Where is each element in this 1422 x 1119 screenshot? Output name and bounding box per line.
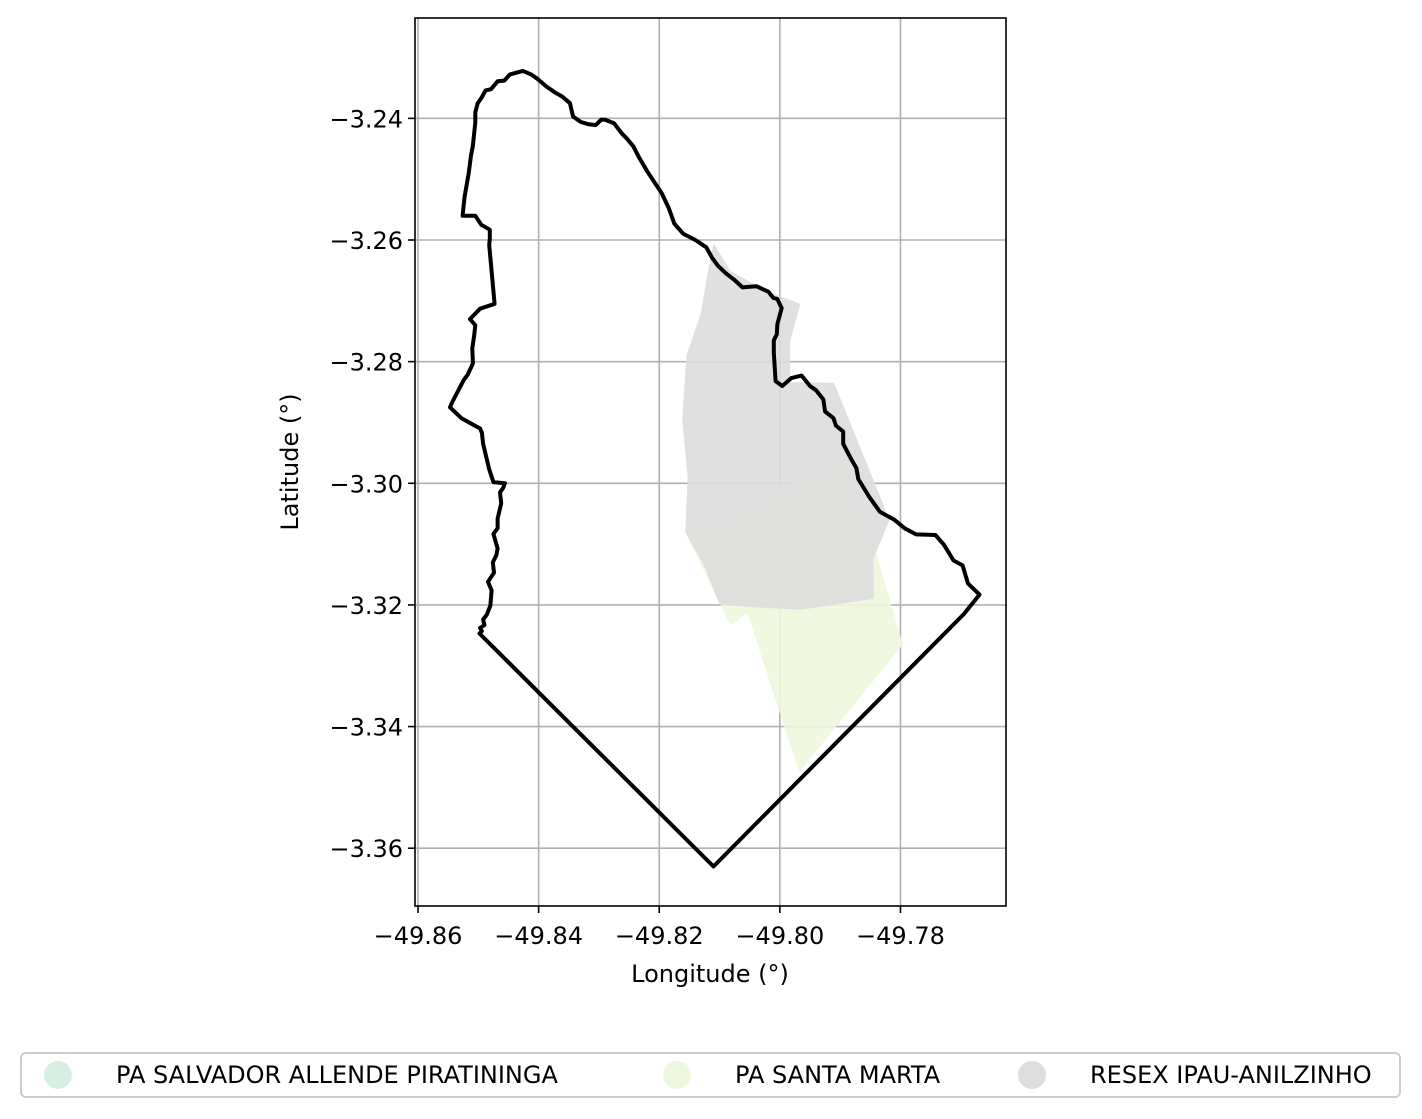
y-tick-label: −3.36	[329, 835, 403, 863]
y-tick-label: −3.26	[329, 227, 403, 255]
legend: PA SALVADOR ALLENDE PIRATININGA PA SANTA…	[20, 1052, 1401, 1098]
x-tick-label: −49.78	[856, 922, 945, 950]
legend-marker	[44, 1061, 72, 1089]
y-tick-label: −3.30	[329, 470, 403, 498]
y-axis-label: Latitude (°)	[276, 393, 304, 530]
legend-label: PA SALVADOR ALLENDE PIRATININGA	[116, 1061, 558, 1089]
x-axis-label: Longitude (°)	[631, 960, 789, 988]
x-tick-label: −49.86	[374, 922, 463, 950]
y-axis: −3.24 −3.26 −3.28 −3.30 −3.32 −3.34 −3.36	[329, 105, 415, 863]
legend-item-salvador-allende: PA SALVADOR ALLENDE PIRATININGA	[44, 1054, 558, 1096]
y-tick-label: −3.28	[329, 349, 403, 377]
y-tick-label: −3.24	[329, 105, 403, 133]
x-axis: −49.86 −49.84 −49.82 −49.80 −49.78	[374, 906, 945, 950]
map-figure: −49.86 −49.84 −49.82 −49.80 −49.78 −3.24−3.2…	[0, 0, 1422, 1050]
legend-label: PA SANTA MARTA	[735, 1061, 940, 1089]
legend-item-santa-marta: PA SANTA MARTA	[663, 1054, 940, 1096]
y-tick-label: −3.32	[329, 592, 403, 620]
legend-marker	[663, 1061, 691, 1089]
legend-label: RESEX IPAU-ANILZINHO	[1090, 1061, 1372, 1089]
x-tick-label: −49.80	[735, 922, 824, 950]
x-tick-label: −49.84	[494, 922, 583, 950]
legend-item-resex: RESEX IPAU-ANILZINHO	[1018, 1054, 1372, 1096]
y-tick-label: −3.34	[329, 714, 403, 742]
legend-marker	[1018, 1061, 1046, 1089]
x-tick-label: −49.82	[615, 922, 704, 950]
